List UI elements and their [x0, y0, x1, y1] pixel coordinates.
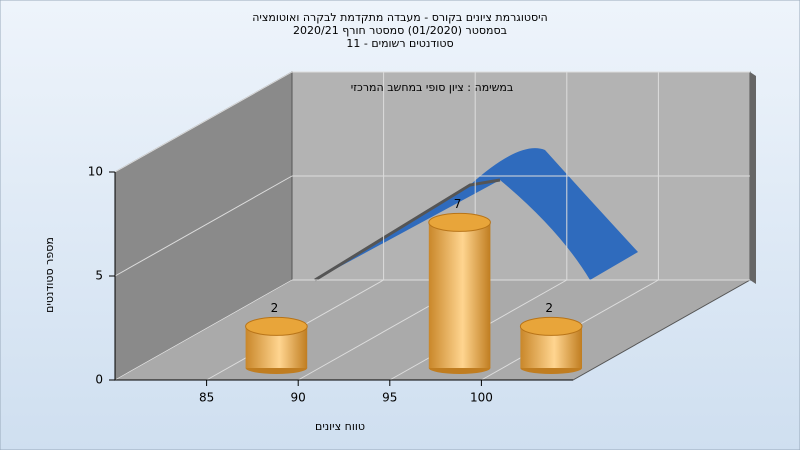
x-tick-label: 95 [382, 391, 397, 405]
fit-curve-edge [314, 178, 501, 282]
chart-title: היסטוגרמת ציונים בקורס - מעבדה מתקדמת לב… [252, 11, 548, 24]
y-axis-title: מספר סטודנטים [43, 237, 56, 313]
x-tick-label: 90 [291, 391, 306, 405]
grid-line [114, 279, 293, 381]
bar-top [245, 316, 308, 336]
fit-curve [315, 148, 638, 280]
data-label: 2 [545, 301, 553, 315]
data-label: 7 [454, 197, 462, 211]
y-tick-label: 10 [88, 165, 103, 179]
x-tick-label: 85 [199, 391, 214, 405]
x-axis-title: טווח ציונים [315, 420, 365, 433]
data-label: 2 [271, 301, 279, 315]
chart-title: בסמסטר (01/2020) סמסטר חורף 2020/21 [293, 24, 507, 37]
x-tick-label: 100 [470, 391, 493, 405]
y-tick-label: 5 [95, 269, 103, 283]
bar-top [519, 316, 583, 336]
grid-line [114, 71, 293, 173]
chart-title: סטודנטים רשומים - 11 [346, 37, 453, 50]
wall-edge [750, 72, 756, 284]
bar-top [428, 212, 491, 232]
bar [428, 222, 491, 368]
y-tick-label: 0 [95, 373, 103, 387]
grid-line [114, 175, 293, 277]
annotation: במשימה : ציון סופי במחשב המרכזי [351, 81, 514, 94]
